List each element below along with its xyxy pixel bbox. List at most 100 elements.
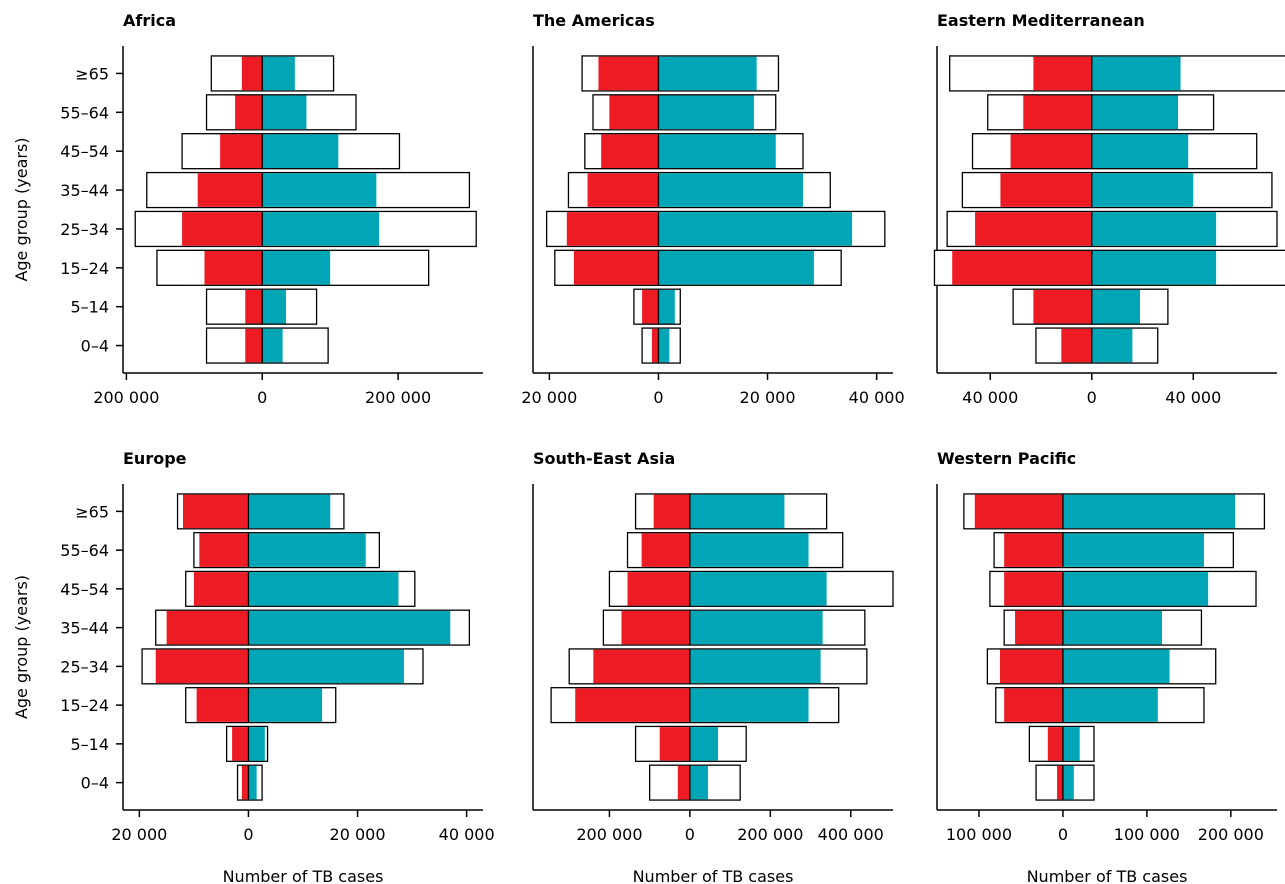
left-bar: [220, 134, 263, 168]
y-tick-label: 55–64: [60, 541, 109, 560]
y-tick-label: 25–34: [60, 657, 109, 676]
y-tick-label: 45–54: [60, 580, 109, 599]
left-bar: [641, 533, 690, 567]
right-bar: [1062, 688, 1158, 722]
right-bar: [1062, 533, 1204, 567]
left-bar: [1057, 765, 1063, 800]
left-bar: [1033, 56, 1092, 91]
left-bar: [245, 328, 263, 363]
right-bar: [248, 727, 265, 761]
x-tick-label: 400 000: [818, 825, 884, 844]
x-tick-label: 200 000: [576, 825, 642, 844]
right-bar: [689, 727, 719, 761]
right-bar: [658, 134, 776, 168]
left-bar: [1004, 533, 1063, 567]
right-bar: [1091, 251, 1217, 285]
x-tick-label: 0: [243, 825, 253, 844]
y-tick-label: ≥65: [75, 64, 109, 83]
x-tick-label: 0: [1058, 825, 1068, 844]
left-bar: [241, 56, 263, 91]
left-bar: [975, 212, 1092, 246]
right-bar: [689, 649, 821, 684]
left-bar: [235, 95, 263, 130]
right-bar: [248, 688, 323, 722]
y-tick-label: 0–4: [81, 337, 109, 356]
left-bar: [566, 212, 659, 246]
y-tick-label: 5–14: [70, 298, 109, 317]
panel-the-americas: The Americas 20 000 0 20 000 40 000: [521, 11, 904, 407]
left-bar: [601, 134, 659, 168]
right-bar: [658, 56, 757, 91]
y-tick-label: 5–14: [70, 735, 109, 754]
panel-africa: Africa 200 000 0 200 000 0–4 5–14 15–24 25–34 35…: [12, 11, 483, 407]
right-bar: [658, 212, 853, 246]
right-bar: [262, 173, 377, 207]
left-bar: [1015, 610, 1063, 645]
right-bar: [248, 610, 451, 645]
panel-eastern-mediterranean: Eastern Mediterranean 40 000 0 40 000: [933, 11, 1285, 407]
y-axis-label: Age group (years): [12, 137, 31, 281]
right-bar: [262, 289, 287, 324]
left-bar: [952, 251, 1092, 285]
left-bar: [1023, 95, 1092, 130]
x-axis-label: Number of TB cases: [1027, 867, 1188, 884]
panel-south-east-asia: South-East Asia 200 000 0 200 000 400 000 Num…: [532, 449, 894, 884]
left-bar: [199, 533, 249, 567]
left-bar: [573, 251, 659, 285]
panel-title: Africa: [123, 11, 176, 30]
left-bar: [677, 765, 690, 800]
panel-western-pacific: Western Pacific 100 000 0 100 000 200 000 Num…: [936, 449, 1277, 884]
right-bar: [262, 56, 295, 91]
panel-title: South-East Asia: [533, 449, 675, 468]
right-bar: [1062, 572, 1209, 606]
x-tick-label: 20 000: [521, 388, 577, 407]
left-bar: [196, 688, 249, 722]
right-bar: [262, 95, 307, 130]
x-tick-label: 200 000: [365, 388, 431, 407]
left-bar: [1047, 727, 1063, 761]
y-tick-label: 15–24: [60, 696, 109, 715]
right-bar: [1091, 212, 1217, 246]
right-bar: [658, 173, 803, 207]
panel-europe: Europe 20 000 0 20 000 40 000 0–4 5–14 15–24 25–…: [12, 449, 495, 884]
right-bar: [689, 572, 827, 606]
panel-title: Western Pacific: [937, 449, 1076, 468]
right-bar: [1062, 649, 1170, 684]
left-bar: [974, 494, 1063, 529]
right-bar: [1062, 765, 1074, 800]
x-tick-label: 20 000: [111, 825, 167, 844]
left-bar: [609, 95, 659, 130]
x-tick-label: 40 000: [849, 388, 905, 407]
right-bar: [1091, 289, 1140, 324]
x-axis-label: Number of TB cases: [633, 867, 794, 884]
left-bar: [245, 289, 263, 324]
y-axis-label: Age group (years): [12, 575, 31, 719]
x-tick-label: 20 000: [330, 825, 386, 844]
right-bar: [689, 688, 809, 722]
left-bar: [1010, 134, 1092, 168]
left-bar: [598, 56, 659, 91]
right-bar: [689, 610, 823, 645]
y-tick-label: 25–34: [60, 220, 109, 239]
right-bar: [658, 95, 754, 130]
y-tick-label: 0–4: [81, 774, 109, 793]
right-bar: [689, 765, 708, 800]
left-bar: [1061, 328, 1092, 363]
x-axis-label: Number of TB cases: [223, 867, 384, 884]
y-tick-label: 35–44: [60, 619, 109, 638]
right-bar: [1062, 727, 1080, 761]
y-tick-label: 35–44: [60, 181, 109, 200]
left-bar: [1000, 173, 1092, 207]
x-tick-label: 100 000: [1114, 825, 1180, 844]
right-bar: [689, 533, 809, 567]
right-bar: [1062, 610, 1162, 645]
right-bar: [1062, 494, 1236, 529]
x-tick-label: 40 000: [962, 388, 1018, 407]
left-bar: [575, 688, 690, 722]
left-bar: [627, 572, 690, 606]
left-bar: [642, 289, 659, 324]
left-bar: [241, 765, 249, 800]
right-bar: [248, 494, 331, 529]
left-bar: [1004, 688, 1063, 722]
